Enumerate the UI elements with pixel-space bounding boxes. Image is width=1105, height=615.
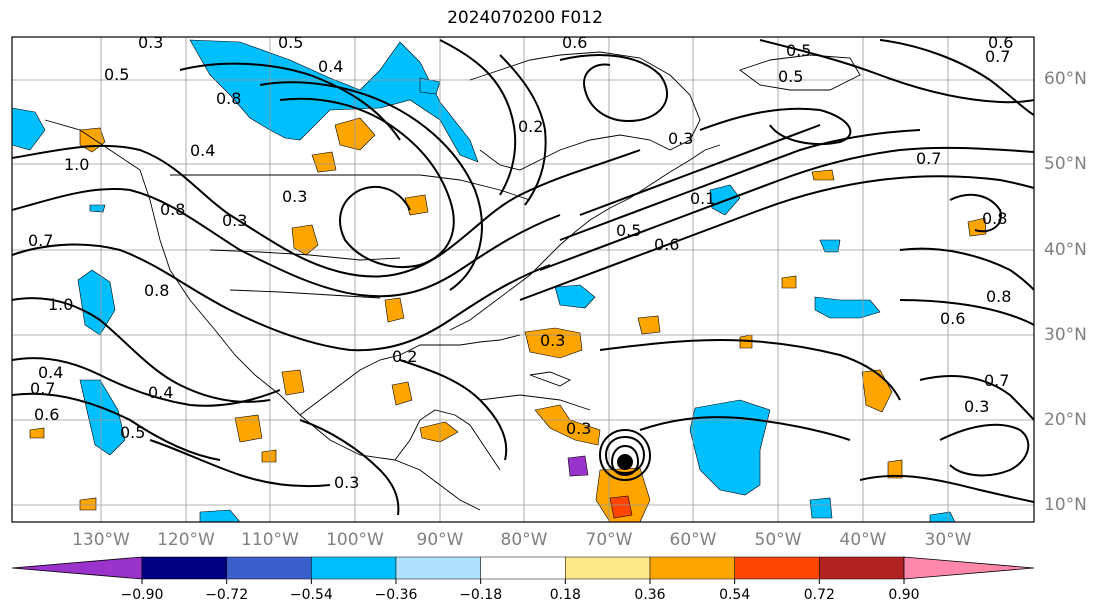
lat-label: 60°N	[1044, 69, 1087, 89]
contour-label: 0.2	[392, 347, 417, 366]
colorbar-extend-high	[903, 556, 1035, 580]
colorbar-tick-label: −0.72	[205, 587, 248, 603]
contour-label: 0.3	[282, 187, 307, 206]
contour-label: 0.5	[120, 423, 145, 442]
colorbar-tick-label: −0.54	[290, 587, 333, 603]
contour-label: 0.5	[786, 41, 811, 60]
lat-label: 20°N	[1044, 410, 1087, 430]
contour-label: 0.7	[985, 47, 1010, 66]
negative-anomaly-fills	[12, 39, 956, 522]
contour-label-group: 0.3 0.5 0.4 0.6 0.5 0.7 0.5 0.5 0.3 0.8 …	[28, 33, 1013, 492]
lon-label: 90°W	[417, 530, 464, 550]
gridlines	[12, 37, 1034, 522]
contour-label: 0.7	[30, 379, 55, 398]
colorbar-tick-label: 0.36	[634, 587, 665, 603]
contour-label: 0.6	[988, 33, 1013, 52]
contour-label: 0.8	[216, 89, 241, 108]
map-title: 2024070200 F012	[447, 8, 603, 28]
contour-label: 0.6	[34, 405, 59, 424]
lon-label: 120°W	[157, 530, 215, 550]
storm-center-marker	[617, 454, 633, 470]
contour-label: 0.2	[518, 117, 543, 136]
coastlines	[44, 51, 861, 511]
contour-label: 0.6	[562, 33, 587, 52]
contour-lines	[12, 39, 1034, 516]
lon-label: 40°W	[840, 530, 887, 550]
colorbar-extend-low	[11, 556, 143, 580]
contour-label: 0.6	[940, 309, 965, 328]
contour-label: 0.8	[982, 209, 1007, 228]
negative-strong-fills	[567, 455, 589, 477]
contour-label: 0.3	[334, 473, 359, 492]
contour-label: 0.3	[222, 211, 247, 230]
contour-label: 0.7	[28, 231, 53, 250]
contour-label: 0.5	[278, 33, 303, 52]
contour-label: 0.3	[964, 397, 989, 416]
colorbar-tick-label: 0.54	[719, 587, 750, 603]
contour-label: 0.8	[986, 287, 1011, 306]
contour-label: 0.4	[190, 141, 215, 160]
colorbar-segment	[311, 556, 397, 580]
lon-label: 130°W	[72, 530, 130, 550]
latitude-labels: 60°N 50°N 40°N 30°N 20°N 10°N	[1044, 69, 1087, 515]
lon-label: 70°W	[586, 530, 633, 550]
contour-label: 0.4	[38, 363, 63, 382]
lat-label: 30°N	[1044, 325, 1087, 345]
map-area	[12, 37, 1034, 522]
contour-label: 0.3	[566, 419, 591, 438]
contour-label: 1.0	[64, 155, 89, 174]
contour-label: 0.4	[318, 57, 343, 76]
contour-label: 0.8	[144, 281, 169, 300]
lon-label: 30°W	[925, 530, 972, 550]
colorbar-segment	[395, 556, 481, 580]
contour-label: 0.3	[540, 331, 565, 350]
contour-label: 0.3	[138, 33, 163, 52]
colorbar-segment	[819, 556, 905, 580]
colorbar-segment	[734, 556, 820, 580]
lon-label: 60°W	[670, 530, 717, 550]
colorbar-tick-label: −0.18	[459, 587, 502, 603]
lon-label: 100°W	[326, 530, 384, 550]
lon-label: 50°W	[755, 530, 802, 550]
colorbar-segment	[141, 556, 227, 580]
colorbar-tick-label: 0.90	[888, 587, 919, 603]
strong-anomaly-fills	[609, 495, 633, 519]
longitude-labels: 130°W 120°W 110°W 100°W 90°W 80°W 70°W 6…	[72, 530, 972, 550]
colorbar-segment	[480, 556, 566, 580]
colorbar-tick-label: −0.36	[375, 587, 418, 603]
colorbar-tick-label: 0.18	[550, 587, 581, 603]
contour-label: 0.3	[668, 129, 693, 148]
colorbar-tick-label: 0.72	[804, 587, 835, 603]
map-border	[11, 36, 1035, 523]
contour-label: 0.5	[778, 67, 803, 86]
colorbar-segment	[226, 556, 312, 580]
colorbar: −0.90 −0.72 −0.54 −0.36 −0.18 0.18 0.36 0.54 0.7…	[11, 556, 1035, 603]
contour-label: 0.6	[654, 235, 679, 254]
contour-label: 0.5	[104, 65, 129, 84]
contour-label: 0.4	[148, 383, 173, 402]
colorbar-segment	[565, 556, 651, 580]
colorbar-tick-label: −0.90	[121, 587, 164, 603]
contour-label: 0.7	[984, 371, 1009, 390]
lat-label: 10°N	[1044, 495, 1087, 515]
contour-label: 0.8	[160, 200, 185, 219]
contour-label: 0.5	[616, 221, 641, 240]
lon-label: 110°W	[241, 530, 299, 550]
lat-label: 40°N	[1044, 240, 1087, 260]
contour-label: 1.0	[48, 295, 73, 314]
lon-label: 80°W	[501, 530, 548, 550]
positive-anomaly-fills	[29, 117, 987, 522]
contour-label: 0.1	[690, 189, 715, 208]
contour-label: 0.7	[916, 149, 941, 168]
lat-label: 50°N	[1044, 154, 1087, 174]
colorbar-segment	[649, 556, 735, 580]
